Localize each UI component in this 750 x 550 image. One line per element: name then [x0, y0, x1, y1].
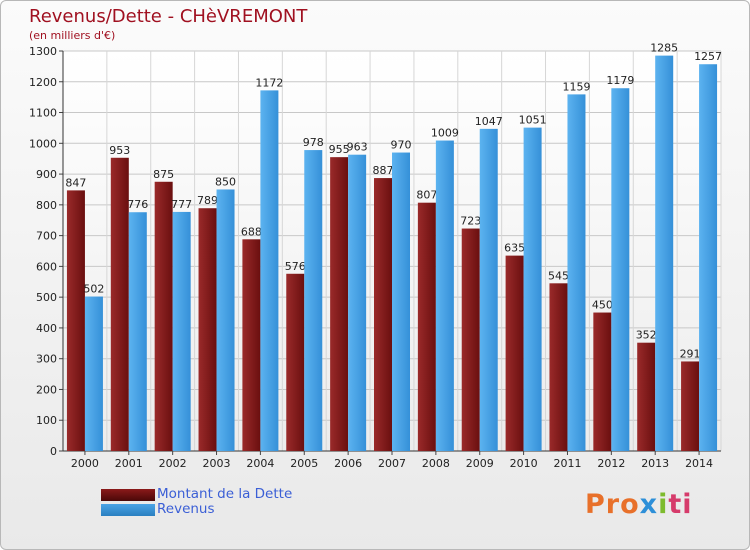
y-tick-label: 1200	[29, 76, 57, 89]
y-tick-label: 1000	[29, 137, 57, 150]
bar-revenue	[435, 140, 454, 452]
legend-label-revenue: Revenus	[157, 501, 215, 517]
chart-title: Revenus/Dette - CHèVREMONT	[29, 6, 308, 27]
bar-revenue	[611, 88, 630, 451]
bar-revenue	[304, 150, 323, 452]
data-label-revenue: 1285	[650, 42, 678, 55]
data-label-revenue: 978	[303, 136, 324, 149]
y-tick-label: 700	[36, 230, 57, 243]
y-tick-label: 500	[36, 291, 57, 304]
data-label-revenue: 502	[83, 283, 104, 296]
bar-debt	[417, 202, 436, 451]
data-label-debt: 291	[680, 347, 701, 360]
bar-revenue	[216, 189, 235, 451]
y-tick-label: 900	[36, 168, 57, 181]
bar-debt	[154, 181, 173, 451]
y-tick-label: 800	[36, 199, 57, 212]
bar-revenue	[128, 212, 147, 451]
data-label-debt: 576	[285, 260, 306, 273]
x-tick-label: 2008	[422, 457, 450, 470]
bar-debt	[286, 273, 305, 451]
data-label-revenue: 1047	[475, 115, 503, 128]
x-tick-label: 2003	[203, 457, 231, 470]
x-tick-label: 2011	[553, 457, 581, 470]
data-label-debt: 875	[153, 168, 174, 181]
data-label-debt: 887	[373, 164, 394, 177]
bar-revenue	[479, 128, 498, 451]
y-tick-label: 200	[36, 383, 57, 396]
bar-debt	[110, 157, 129, 451]
bar-debt	[330, 157, 349, 451]
data-label-revenue: 963	[347, 141, 368, 154]
x-tick-label: 2007	[378, 457, 406, 470]
bar-debt	[505, 255, 524, 451]
y-tick-label: 600	[36, 260, 57, 273]
x-tick-label: 2001	[115, 457, 143, 470]
data-label-revenue: 777	[171, 198, 192, 211]
bar-debt	[681, 361, 700, 451]
bar-debt	[549, 283, 568, 451]
data-label-debt: 545	[548, 269, 569, 282]
data-label-debt: 953	[109, 144, 130, 157]
x-tick-label: 2006	[334, 457, 362, 470]
data-label-revenue: 1009	[431, 127, 459, 140]
y-tick-label: 1100	[29, 107, 57, 120]
x-tick-label: 2009	[466, 457, 494, 470]
y-tick-label: 300	[36, 353, 57, 366]
data-label-debt: 723	[460, 215, 481, 228]
data-label-revenue: 1257	[694, 50, 722, 63]
bar-revenue	[523, 127, 542, 451]
data-label-debt: 450	[592, 299, 613, 312]
bar-revenue	[348, 154, 367, 451]
x-tick-label: 2004	[246, 457, 274, 470]
data-label-debt: 635	[504, 242, 525, 255]
y-tick-label: 1300	[29, 45, 57, 58]
bar-debt	[461, 228, 480, 451]
x-tick-label: 2000	[71, 457, 99, 470]
data-label-revenue: 970	[391, 139, 412, 152]
data-label-revenue: 1159	[562, 80, 590, 93]
y-tick-label: 100	[36, 414, 57, 427]
bar-debt	[593, 312, 612, 451]
data-label-debt: 847	[65, 176, 86, 189]
y-tick-label: 0	[50, 445, 57, 458]
data-label-debt: 352	[636, 329, 657, 342]
bar-revenue	[655, 55, 674, 451]
proxiti-logo: Proxiti	[585, 489, 693, 520]
data-label-debt: 955	[329, 143, 350, 156]
data-label-revenue: 776	[127, 198, 148, 211]
x-tick-label: 2013	[641, 457, 669, 470]
data-label-revenue: 850	[215, 175, 236, 188]
x-tick-label: 2010	[510, 457, 538, 470]
bar-revenue	[172, 211, 191, 451]
data-label-revenue: 1179	[606, 74, 634, 87]
legend-label-debt: Montant de la Dette	[157, 486, 293, 502]
bar-revenue	[699, 64, 718, 451]
y-tick-label: 400	[36, 322, 57, 335]
x-tick-label: 2012	[597, 457, 625, 470]
x-tick-label: 2005	[290, 457, 318, 470]
bar-debt	[198, 208, 217, 451]
x-tick-label: 2002	[159, 457, 187, 470]
bar-debt	[66, 190, 85, 451]
legend-swatch-debt	[101, 489, 155, 501]
data-label-debt: 789	[197, 194, 218, 207]
legend-swatch-revenue	[101, 504, 155, 516]
chart-subtitle: (en milliers d'€)	[29, 29, 116, 42]
bar-revenue	[567, 94, 586, 451]
bar-debt	[374, 178, 392, 452]
data-label-debt: 807	[416, 189, 437, 202]
bar-revenue	[84, 296, 103, 451]
data-label-debt: 688	[241, 225, 262, 238]
x-tick-label: 2014	[685, 457, 713, 470]
bar-debt	[637, 342, 656, 451]
data-label-revenue: 1172	[255, 76, 283, 89]
bar-debt	[242, 239, 261, 451]
bar-revenue	[260, 90, 279, 451]
bar-revenue	[392, 152, 410, 452]
data-label-revenue: 1051	[519, 114, 547, 127]
